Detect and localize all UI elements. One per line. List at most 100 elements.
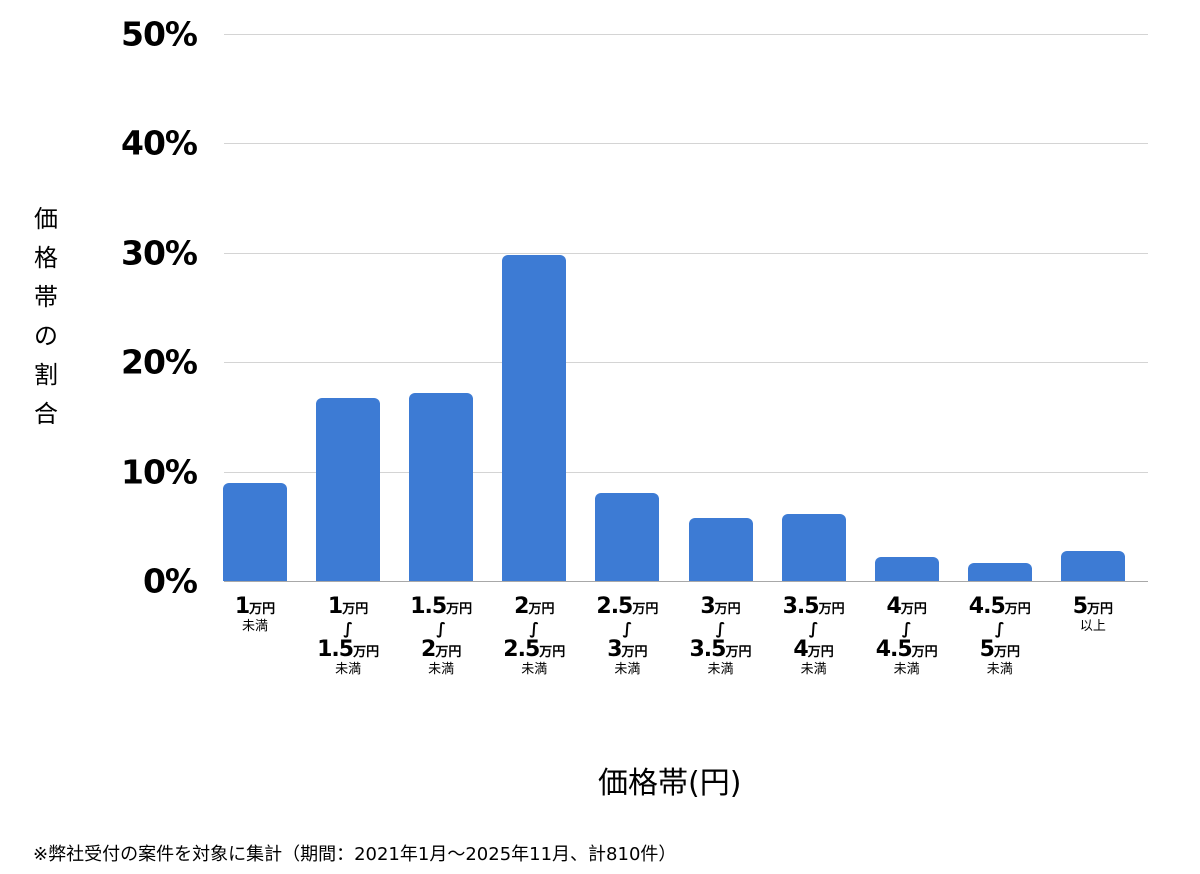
price-unit: 万円 [249, 602, 276, 617]
x-category-label: 4万円 ∫ 4.5万円 未満 [861, 596, 953, 677]
price-line: 2万円 [395, 639, 487, 661]
range-tilde-icon: ∫ [343, 619, 353, 638]
range-tilde-icon: ∫ [622, 619, 633, 638]
x-category-label: 3万円 ∫ 3.5万円 未満 [675, 596, 767, 677]
y-axis-title: 価格帯の割合 [32, 200, 60, 434]
bar [595, 493, 660, 581]
y-axis-title-char: 価 [34, 205, 58, 233]
price-number: 1.5 [317, 637, 354, 662]
price-unit: 万円 [807, 645, 834, 660]
bar [223, 482, 287, 581]
bar [316, 398, 381, 581]
price-number: 2 [514, 594, 529, 619]
price-number: 2.5 [503, 637, 540, 662]
price-unit: 万円 [725, 645, 752, 660]
y-tick-label: 0% [142, 561, 198, 601]
bar [409, 392, 474, 581]
y-tick-label: 50% [121, 14, 198, 54]
x-category-label: 1万円 未満 [209, 594, 301, 634]
range-suffix: 未満 [893, 662, 920, 677]
range-tilde-icon: ∫ [436, 619, 447, 638]
price-line: 4.5万円 [861, 639, 953, 661]
price-line: 4.5万円 [954, 596, 1046, 618]
price-line: 3.5万円 [768, 596, 860, 618]
price-unit: 万円 [900, 602, 927, 617]
price-number: 2 [421, 637, 436, 662]
price-unit: 万円 [342, 602, 369, 617]
price-unit: 万円 [714, 602, 741, 617]
range-suffix: 以上 [1079, 619, 1106, 634]
range-suffix: 未満 [428, 662, 455, 677]
gridline [224, 143, 1148, 144]
price-unit: 万円 [435, 645, 462, 660]
bar [1060, 551, 1125, 581]
range-tilde-icon: ∫ [901, 619, 912, 638]
price-number: 3 [700, 594, 715, 619]
gridline [224, 472, 1148, 473]
price-number: 1 [234, 594, 250, 619]
price-unit: 万円 [353, 645, 380, 660]
price-number: 4.5 [875, 637, 913, 662]
y-axis-title-char: の [34, 322, 58, 350]
y-axis-title-char: 割 [34, 361, 58, 389]
bar [781, 514, 846, 581]
price-line: 3万円 [581, 639, 673, 661]
range-suffix: 未満 [986, 662, 1013, 677]
footnote: ※弊社受付の案件を対象に集計（期間：2021年1月〜2025年11月、計810件… [33, 844, 677, 865]
x-category-label: 1.5万円 ∫ 2万円 未満 [395, 596, 487, 677]
price-line: 4万円 [861, 596, 953, 618]
price-line: 1.5万円 [395, 596, 487, 618]
x-category-label: 4.5万円 ∫ 5万円 未満 [954, 596, 1046, 677]
price-number: 3.5 [689, 637, 727, 662]
price-number: 3 [607, 637, 622, 662]
price-line: 4万円 [768, 639, 860, 661]
x-category-label: 2.5万円 ∫ 3万円 未満 [581, 596, 673, 677]
price-number: 5 [1072, 594, 1088, 619]
range-suffix: 未満 [521, 662, 548, 677]
price-line: 1.5万円 [302, 639, 394, 661]
price-number: 4.5 [968, 594, 1006, 619]
price-number: 1.5 [410, 594, 447, 619]
bar [967, 563, 1032, 581]
y-tick-label: 30% [121, 233, 198, 273]
price-number: 4 [793, 637, 808, 662]
price-line: 2.5万円 [488, 639, 580, 661]
x-category-label: 1万円 ∫ 1.5万円 未満 [302, 596, 394, 677]
price-line: 1万円 [302, 596, 394, 618]
price-line: 2.5万円 [581, 596, 673, 618]
bar [874, 556, 939, 581]
range-tilde-icon: ∫ [808, 619, 819, 638]
y-tick-label: 40% [121, 123, 198, 163]
price-unit: 万円 [446, 602, 473, 617]
price-number: 5 [979, 637, 995, 662]
gridline [224, 253, 1148, 254]
price-number: 2.5 [596, 594, 633, 619]
price-line: 5万円 [954, 639, 1046, 661]
x-category-label: 5万円 以上 [1047, 596, 1139, 634]
range-suffix: 未満 [800, 662, 827, 677]
price-unit: 万円 [1087, 602, 1114, 617]
price-unit: 万円 [539, 645, 566, 660]
range-tilde-icon: ∫ [715, 619, 726, 638]
y-axis-title-char: 帯 [34, 283, 58, 311]
price-line: 3万円 [675, 596, 767, 618]
x-axis-title: 価格帯(円) [598, 766, 742, 801]
price-unit: 万円 [621, 645, 648, 660]
price-unit: 万円 [1004, 602, 1031, 617]
price-line: 3.5万円 [675, 639, 767, 661]
range-suffix: 未満 [335, 662, 362, 677]
price-unit: 万円 [818, 602, 845, 617]
gridline [224, 362, 1148, 363]
range-tilde-icon: ∫ [994, 619, 1005, 638]
gridline [224, 34, 1148, 35]
bar [688, 517, 753, 581]
price-unit: 万円 [528, 602, 555, 617]
x-category-label: 3.5万円 ∫ 4万円 未満 [768, 596, 860, 677]
range-suffix: 未満 [614, 662, 641, 677]
price-unit: 万円 [911, 645, 938, 660]
x-category-label: 2万円 ∫ 2.5万円 未満 [488, 596, 580, 677]
price-line: 2万円 [488, 596, 580, 618]
price-line: 5万円 [1047, 596, 1139, 618]
x-axis-line [224, 581, 1148, 582]
y-tick-label: 20% [121, 342, 198, 382]
